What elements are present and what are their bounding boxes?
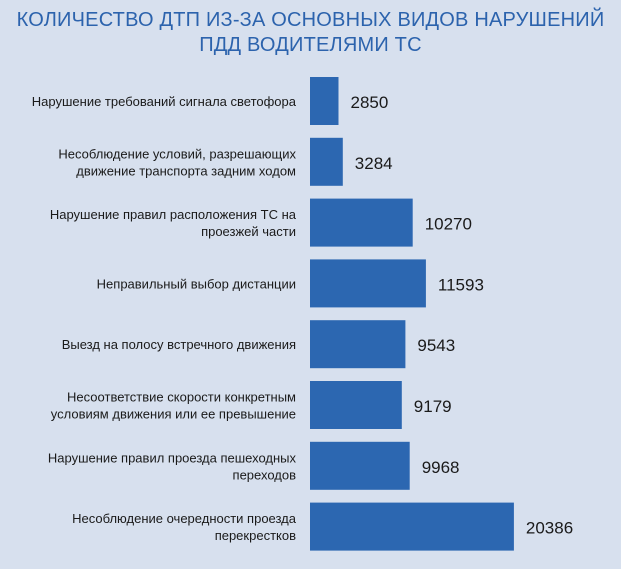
category-label-1-line-1: Нарушение требований сигнала светофора — [32, 94, 297, 109]
data-label-7: 9968 — [422, 458, 460, 477]
category-label-5: Выезд на полосу встречного движения — [62, 337, 296, 352]
category-label-8-line-2: перекрестков — [215, 528, 296, 543]
bar-7 — [310, 441, 410, 490]
category-label-8: Несоблюдение очередности проезда перекрес… — [72, 511, 297, 543]
bar-4 — [310, 259, 426, 308]
chart-title-line-2: ПДД ВОДИТЕЛЯМИ ТС — [199, 34, 422, 56]
category-label-6: Несоответствие скорости конкретным услови… — [51, 390, 296, 422]
category-label-2: Несоблюдение условий, разрешающих движени… — [58, 146, 296, 178]
category-label-7-line-1: Нарушение правил проезда пешеходных — [48, 450, 297, 465]
chart-title: КОЛИЧЕСТВО ДТП ИЗ-ЗА ОСНОВНЫХ ВИДОВ НАРУ… — [0, 8, 621, 58]
data-label-8: 20386 — [526, 519, 573, 538]
data-label-3: 10270 — [425, 215, 472, 234]
category-label-5-line-1: Выезд на полосу встречного движения — [62, 337, 296, 352]
category-label-8-line-1: Несоблюдение очередности проезда — [72, 511, 297, 526]
category-label-3: Нарушение правил расположения ТС на проез… — [50, 207, 297, 239]
bar-5 — [310, 320, 406, 369]
bar-3 — [310, 198, 413, 247]
category-label-7: Нарушение правил проезда пешеходных перех… — [48, 450, 297, 482]
bar-8 — [310, 502, 514, 551]
data-label-6: 9179 — [414, 397, 452, 416]
category-label-4-line-1: Неправильный выбор дистанции — [97, 276, 296, 291]
data-label-5: 9543 — [417, 336, 455, 355]
chart-title-line-1: КОЛИЧЕСТВО ДТП ИЗ-ЗА ОСНОВНЫХ ВИДОВ НАРУ… — [16, 9, 605, 31]
category-label-3-line-1: Нарушение правил расположения ТС на — [50, 207, 297, 222]
category-label-1: Нарушение требований сигнала светофора — [32, 94, 297, 109]
category-label-3-line-2: проезжей части — [201, 224, 296, 239]
bar-2 — [310, 137, 343, 186]
category-label-2-line-2: движение транспорта задним ходом — [76, 163, 296, 178]
category-label-6-line-2: условиям движения или ее превышение — [51, 407, 296, 422]
category-label-6-line-1: Несоответствие скорости конкретным — [67, 390, 296, 405]
category-label-7-line-2: переходов — [233, 467, 297, 482]
bar-1 — [310, 77, 339, 125]
category-label-2-line-1: Несоблюдение условий, разрешающих — [58, 146, 296, 161]
bar-6 — [310, 381, 402, 429]
data-label-1: 2850 — [351, 93, 389, 112]
category-label-4: Неправильный выбор дистанции — [97, 276, 296, 291]
data-label-4: 11593 — [438, 275, 484, 294]
data-label-2: 3284 — [355, 154, 393, 173]
